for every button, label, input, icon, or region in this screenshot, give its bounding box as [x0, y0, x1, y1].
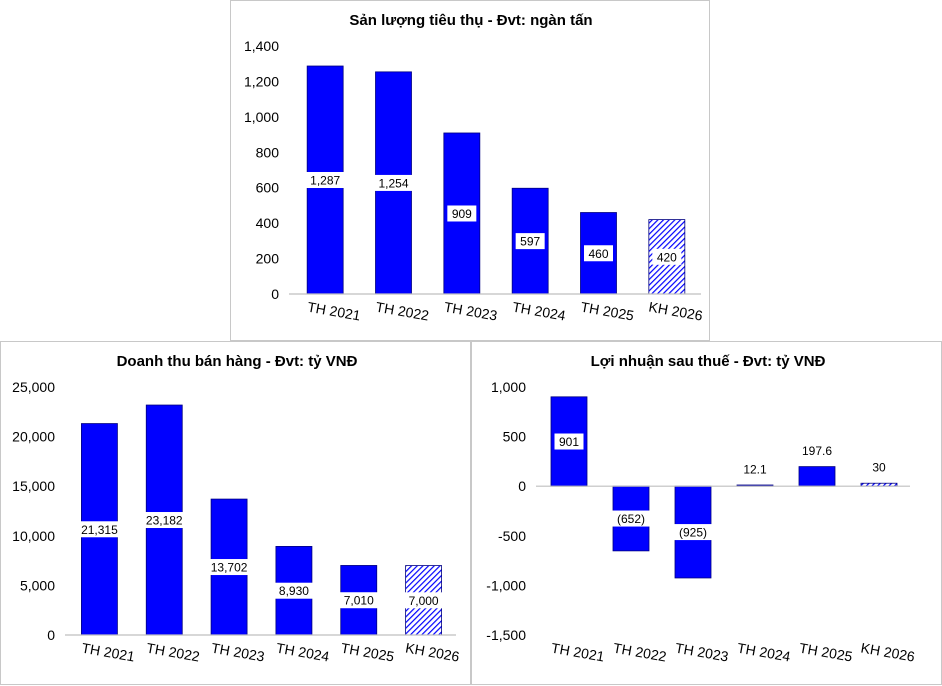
volume-data-label: 597 [520, 235, 540, 249]
volume-y-tick-label: 200 [256, 251, 280, 267]
revenue-y-tick-label: 10,000 [12, 528, 55, 544]
profit-x-tick-label: KH 2026 [860, 639, 917, 664]
volume-y-tick-label: 1,200 [244, 73, 279, 89]
profit-chart-title: Lợi nhuận sau thuế - Đvt: tỷ VNĐ [591, 353, 826, 370]
revenue-data-label-box [139, 512, 190, 529]
profit-y-tick-label: -1,000 [486, 577, 526, 593]
revenue-x-tick-label: TH 2025 [340, 640, 396, 665]
chart-panel-sales-volume: Sản lượng tiêu thụ - Đvt: ngàn tấn 0 200 40… [230, 0, 710, 341]
revenue-y-tick-label: 20,000 [12, 429, 55, 445]
profit-data-label-box [671, 524, 715, 541]
profit-x-tick-label: TH 2022 [612, 640, 668, 665]
volume-data-label-box [652, 248, 682, 265]
revenue-data-label: 8,930 [279, 584, 309, 598]
volume-data-label-box [515, 233, 545, 250]
profit-x-tick-label: TH 2024 [736, 640, 792, 665]
profit-data-label-box [554, 433, 584, 450]
volume-x-tick-label: KH 2026 [647, 298, 704, 323]
profit-data-label: 30 [872, 461, 886, 475]
profit-data-label: (925) [679, 526, 707, 540]
profit-bar [798, 466, 836, 487]
volume-x-tick-label: TH 2022 [375, 299, 431, 324]
volume-x-tick-label: TH 2021 [306, 299, 362, 324]
revenue-x-tick-label: KH 2026 [404, 639, 461, 664]
chart-panel-revenue: Doanh thu bán hàng - Đvt: tỷ VNĐ 0 5,000 10… [0, 341, 471, 685]
revenue-x-tick-label: TH 2024 [275, 640, 331, 665]
sales-volume-chart: Sản lượng tiêu thụ - Đvt: ngàn tấn 0 200 40… [244, 12, 704, 324]
volume-x-tick-label: TH 2025 [580, 299, 636, 324]
revenue-y-tick-label: 25,000 [12, 379, 55, 395]
profit-y-tick-label: 500 [503, 429, 527, 445]
revenue-x-tick-label: TH 2022 [145, 640, 201, 665]
revenue-data-label: 23,182 [146, 514, 183, 528]
revenue-data-label-box [402, 592, 446, 609]
revenue-y-tick-label: 15,000 [12, 478, 55, 494]
revenue-y-tick-label: 0 [47, 627, 55, 643]
volume-data-label-box [584, 245, 613, 262]
profit-x-tick-label: TH 2023 [674, 640, 730, 665]
revenue-data-label-box [337, 592, 381, 609]
volume-y-tick-label: 800 [256, 144, 280, 160]
revenue-data-label: 21,315 [81, 523, 118, 537]
profit-data-label-box [609, 510, 653, 527]
revenue-x-tick-label: TH 2023 [210, 640, 266, 665]
volume-data-label-box [372, 174, 415, 191]
volume-y-tick-label: 1,400 [244, 38, 279, 54]
revenue-data-label: 13,702 [211, 561, 248, 575]
volume-data-label-box [447, 205, 477, 222]
volume-y-tick-label: 600 [256, 180, 280, 196]
profit-data-label: 901 [559, 435, 579, 449]
net-profit-chart: Lợi nhuận sau thuế - Đvt: tỷ VNĐ -1,500 -1… [486, 353, 917, 665]
volume-x-tick-label: TH 2023 [443, 299, 499, 324]
volume-y-tick-label: 0 [271, 286, 279, 302]
profit-x-tick-label: TH 2025 [798, 640, 854, 665]
revenue-data-label-box [74, 521, 125, 538]
profit-x-tick-label: TH 2021 [550, 640, 606, 665]
revenue-chart: Doanh thu bán hàng - Đvt: tỷ VNĐ 0 5,000 10… [12, 353, 461, 665]
volume-data-label-box [303, 172, 347, 189]
volume-data-label: 460 [588, 247, 608, 261]
profit-data-label: 12.1 [743, 462, 767, 476]
volume-chart-title: Sản lượng tiêu thụ - Đvt: ngàn tấn [349, 12, 592, 29]
volume-data-label: 1,254 [378, 176, 408, 190]
profit-data-label: (652) [617, 512, 645, 526]
volume-y-tick-label: 1,000 [244, 109, 279, 125]
profit-y-tick-label: -500 [498, 528, 526, 544]
revenue-chart-title: Doanh thu bán hàng - Đvt: tỷ VNĐ [117, 353, 358, 370]
profit-y-tick-label: 1,000 [491, 379, 526, 395]
chart-panel-net-profit: Lợi nhuận sau thuế - Đvt: tỷ VNĐ -1,500 -1… [471, 341, 942, 685]
volume-data-label: 420 [657, 250, 677, 264]
revenue-data-label-box [272, 582, 316, 599]
revenue-data-label: 7,000 [409, 594, 439, 608]
revenue-x-tick-label: TH 2021 [80, 640, 136, 665]
revenue-data-label-box [204, 559, 255, 576]
revenue-data-label: 7,010 [344, 594, 374, 608]
profit-y-tick-label: -1,500 [486, 627, 526, 643]
volume-y-tick-label: 400 [256, 215, 280, 231]
profit-data-label: 197.6 [802, 444, 832, 458]
volume-data-label: 909 [452, 207, 472, 221]
profit-y-tick-label: 0 [518, 478, 526, 494]
volume-x-tick-label: TH 2024 [511, 299, 567, 324]
volume-data-label: 1,287 [310, 174, 340, 188]
revenue-y-tick-label: 5,000 [20, 577, 55, 593]
